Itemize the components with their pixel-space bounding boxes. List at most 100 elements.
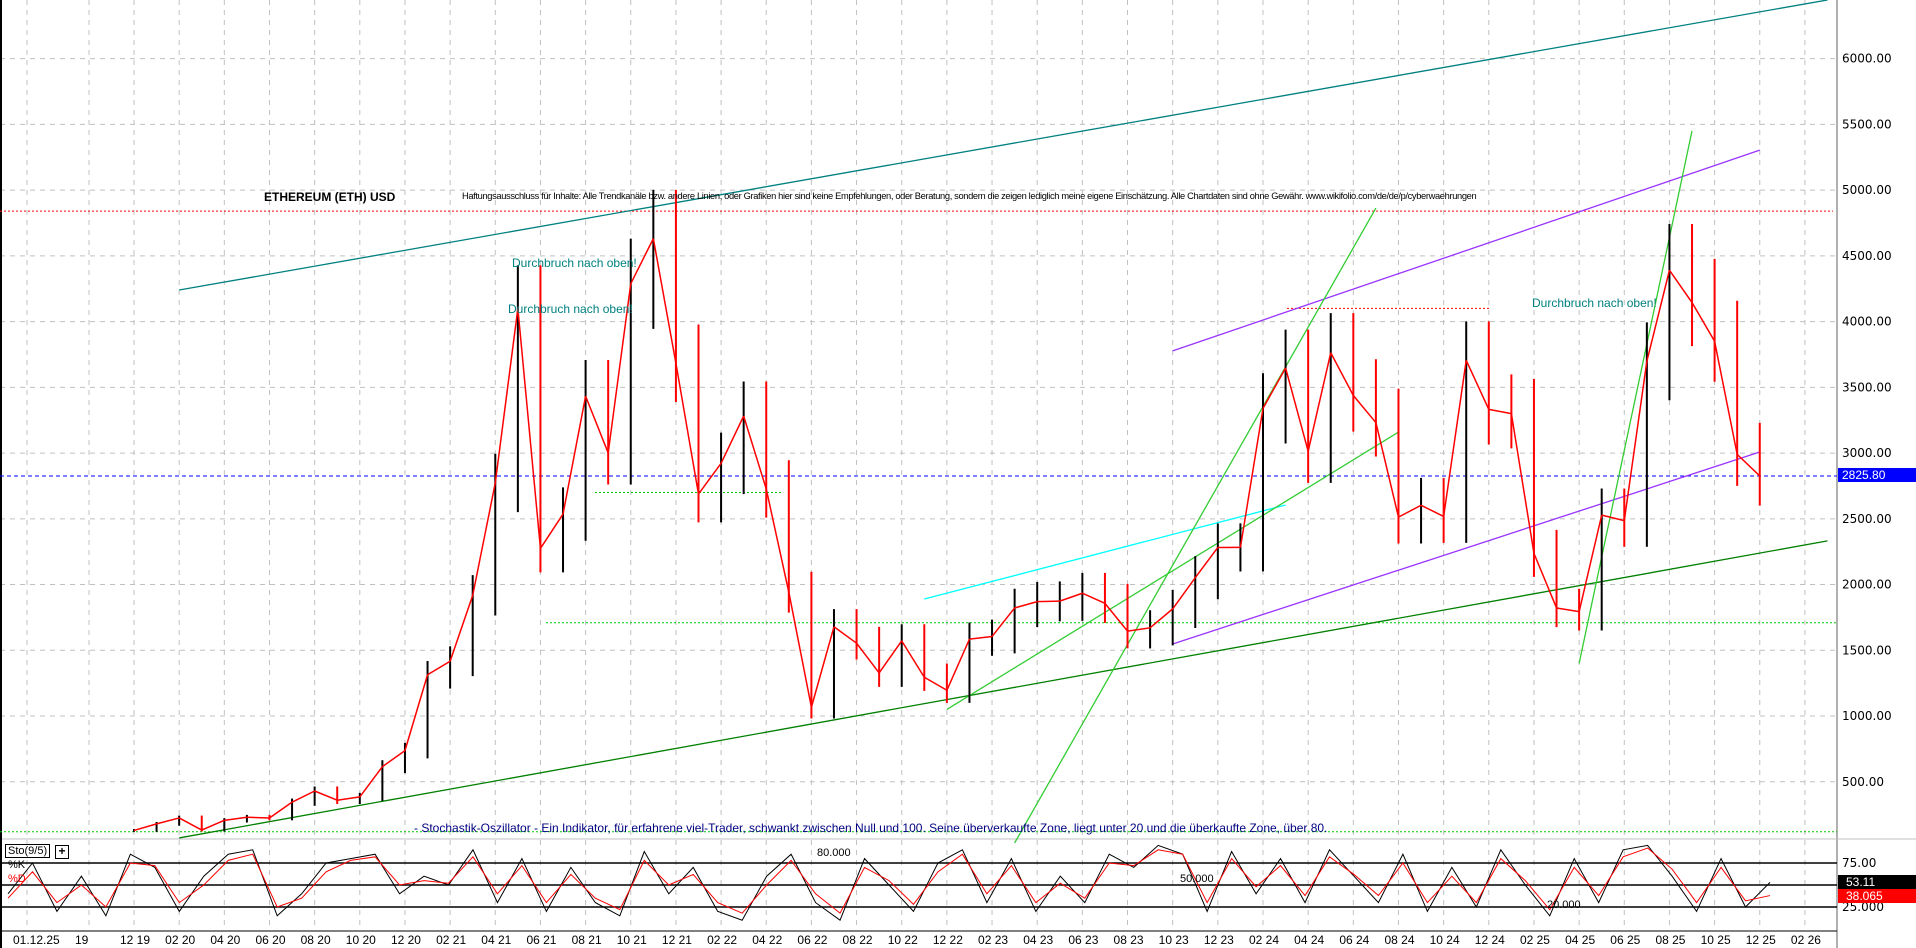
price-segment xyxy=(1646,269,1671,362)
price-segment xyxy=(427,660,451,676)
expand-icon[interactable]: + xyxy=(55,845,69,859)
x-tick-label: 08 21 xyxy=(572,933,602,947)
price-segment xyxy=(404,674,429,751)
price-segment xyxy=(1014,600,1038,609)
y-tick-label: 6000.00 xyxy=(1842,52,1892,66)
last-price-label: 2825.80 xyxy=(1838,468,1916,482)
x-tick-label: 10 25 xyxy=(1701,933,1731,947)
price-segment xyxy=(855,642,880,674)
x-tick-label: 02 22 xyxy=(707,933,737,947)
x-tick-label: 10 23 xyxy=(1159,933,1189,947)
price-segment xyxy=(494,308,519,484)
x-tick-label: 06 21 xyxy=(526,933,556,947)
price-segment xyxy=(1736,453,1761,477)
price-segment xyxy=(1352,394,1377,424)
x-tick-label: 01.12.25 xyxy=(13,933,60,947)
x-tick-label: 06 24 xyxy=(1339,933,1369,947)
price-segment xyxy=(539,513,564,549)
x-tick-label: 04 24 xyxy=(1294,933,1324,947)
stoch-y-tick-label: 75.00 xyxy=(1842,856,1876,870)
stochastic-label[interactable]: Sto(9/5) xyxy=(5,844,51,858)
price-segment xyxy=(224,816,247,822)
x-tick-label: 06 23 xyxy=(1068,933,1098,947)
price-segment xyxy=(833,626,858,644)
x-tick-label: 02 23 xyxy=(978,933,1008,947)
price-segment xyxy=(1037,600,1060,603)
price-segment xyxy=(1059,592,1083,602)
trendline xyxy=(179,0,1828,291)
price-segment xyxy=(269,801,293,819)
price-segment xyxy=(471,482,497,596)
d-value-label: 38.065 xyxy=(1838,889,1916,903)
x-tick-label: 12 23 xyxy=(1204,933,1234,947)
x-tick-label: 06 22 xyxy=(797,933,827,947)
price-segment xyxy=(1194,547,1219,579)
x-tick-label: 04 22 xyxy=(752,933,782,947)
y-tick-label: 3000.00 xyxy=(1842,446,1892,460)
price-segment xyxy=(742,415,767,490)
price-segment xyxy=(1398,504,1422,518)
annotation-breakout: Durchbruch nach oben! xyxy=(508,302,633,316)
price-segment xyxy=(1262,367,1287,409)
price-segment xyxy=(1601,514,1625,522)
price-segment xyxy=(562,395,587,515)
price-segment xyxy=(381,750,406,768)
price-segment xyxy=(314,790,338,801)
k-legend: %K xyxy=(8,859,26,871)
y-tick-label: 4500.00 xyxy=(1842,249,1892,263)
x-tick-label: 10 20 xyxy=(346,933,376,947)
x-tick-label: 06 20 xyxy=(255,933,285,947)
d-legend: %D xyxy=(8,873,26,885)
price-segment xyxy=(1533,553,1558,609)
x-tick-label: 04 25 xyxy=(1565,933,1595,947)
price-segment xyxy=(1127,627,1151,632)
x-tick-label: 10 24 xyxy=(1430,933,1460,947)
trendline xyxy=(179,540,1828,839)
x-tick-label: 10 22 xyxy=(888,933,918,947)
x-tick-label: 04 20 xyxy=(210,933,240,947)
price-segment xyxy=(923,676,948,691)
annotation-breakout: Durchbruch nach oben! xyxy=(512,256,637,270)
x-tick-label: 02 20 xyxy=(165,933,195,947)
price-segment xyxy=(1375,422,1400,518)
price-segment xyxy=(878,640,903,674)
price-segment xyxy=(1578,514,1603,612)
price-segment xyxy=(1442,360,1467,517)
price-segment xyxy=(1172,577,1196,610)
y-tick-label: 1000.00 xyxy=(1842,709,1892,723)
x-tick-label: 19 xyxy=(75,933,89,947)
price-segment xyxy=(291,790,315,803)
price-segment xyxy=(720,415,745,464)
y-tick-label: 1500.00 xyxy=(1842,643,1892,657)
price-segment xyxy=(630,238,655,285)
price-segment xyxy=(449,595,474,662)
price-segment xyxy=(359,766,383,798)
price-segment xyxy=(246,816,270,819)
price-segment xyxy=(1082,592,1106,605)
trendline xyxy=(946,431,1399,711)
price-segment xyxy=(1420,504,1444,518)
x-tick-label: 12 22 xyxy=(933,933,963,947)
stoch-level-20: 20.000 xyxy=(1547,899,1581,911)
price-segment xyxy=(652,238,677,364)
price-segment xyxy=(1713,341,1738,455)
x-tick-label: 08 24 xyxy=(1384,933,1414,947)
price-segment xyxy=(765,488,790,593)
x-tick-label: 02 26 xyxy=(1791,933,1821,947)
y-tick-label: 500.00 xyxy=(1842,775,1884,789)
price-segment xyxy=(697,462,722,495)
x-tick-label: 08 22 xyxy=(843,933,873,947)
price-segment xyxy=(675,363,700,495)
price-segment xyxy=(810,626,835,708)
price-segment xyxy=(337,796,360,801)
price-segment xyxy=(201,819,225,831)
price-segment xyxy=(788,592,813,708)
trendline xyxy=(1172,149,1760,352)
x-tick-label: 12 20 xyxy=(391,933,421,947)
price-segment xyxy=(1623,361,1648,521)
x-tick-label: 08 25 xyxy=(1655,933,1685,947)
stoch-y-tick-label: 25.000 xyxy=(1842,900,1884,914)
price-segment xyxy=(1488,408,1512,415)
price-segment xyxy=(946,638,971,691)
